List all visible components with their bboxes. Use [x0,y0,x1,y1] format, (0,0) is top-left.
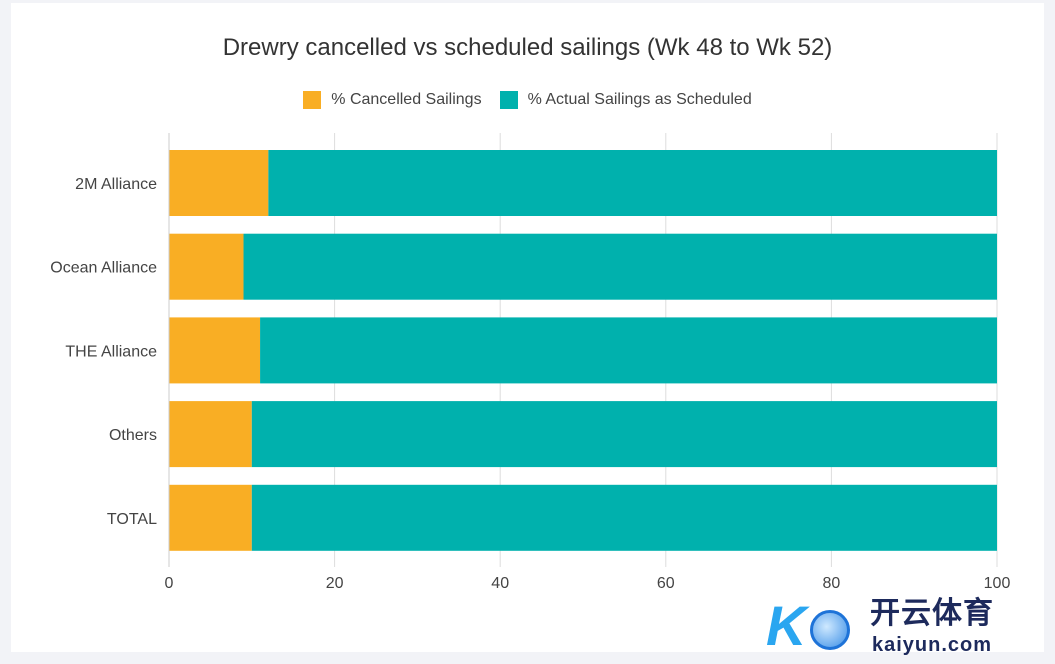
bar-actual [251,484,998,551]
legend-label-cancelled: % Cancelled Sailings [331,91,482,108]
bar-cancelled [169,317,261,384]
y-category-label: TOTAL [107,511,157,528]
x-tick-label: 20 [326,575,344,592]
bar-cancelled [169,150,269,216]
y-category-label: Others [109,427,157,444]
legend-swatch-actual [499,91,518,109]
x-tick-label: 100 [984,575,1011,592]
chart-title: Drewry cancelled vs scheduled sailings (… [222,34,833,61]
x-tick-label: 80 [823,575,841,592]
x-tick-label: 0 [165,575,174,592]
y-category-label: 2M Alliance [75,176,157,193]
watermark-brand-en: kaiyun.com [872,634,993,656]
bar-actual [260,317,998,384]
legend-item-actual[interactable]: % Actual Sailings as Scheduled [499,91,752,109]
watermark: K 开云体育 kaiyun.com [760,596,1050,662]
bar-cancelled [169,233,244,300]
y-category-label: THE Alliance [65,343,157,360]
chart-legend: % Cancelled Sailings % Actual Sailings a… [0,91,1055,109]
y-category-label: Ocean Alliance [50,260,157,277]
watermark-logo-icon: K [766,594,807,657]
x-tick-label: 60 [657,575,675,592]
watermark-brand-cn: 开云体育 [870,597,994,630]
bar-cancelled [169,484,252,551]
legend-label-actual: % Actual Sailings as Scheduled [527,91,752,108]
legend-item-cancelled[interactable]: % Cancelled Sailings [303,91,482,109]
bar-cancelled [169,401,252,468]
legend-swatch-cancelled [303,91,322,109]
bar-actual [268,150,997,216]
x-tick-label: 40 [491,575,509,592]
bar-actual [243,233,997,300]
soccer-ball-icon [810,610,850,650]
bar-actual [251,401,998,468]
